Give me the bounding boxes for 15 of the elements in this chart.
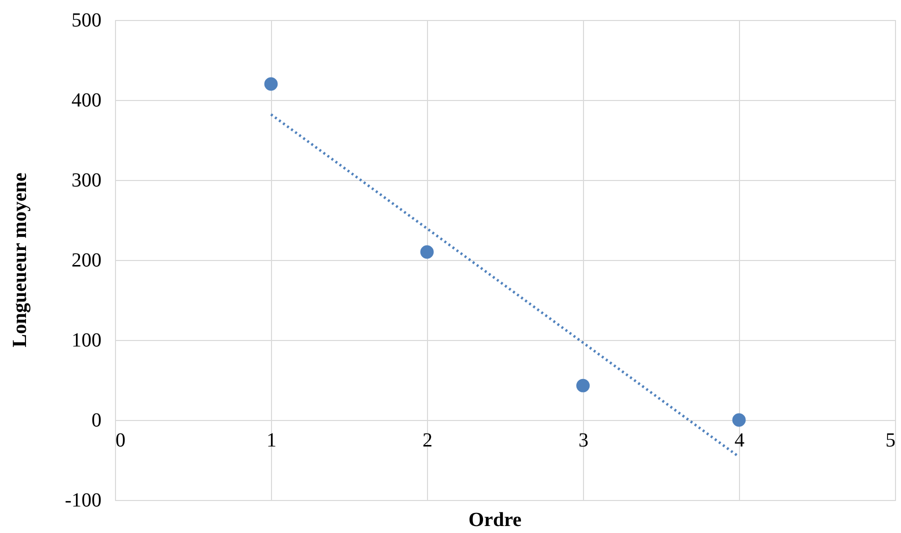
y-tick-label: 200 xyxy=(72,250,102,272)
y-tick-label: 400 xyxy=(72,90,102,112)
x-tick-label: 3 xyxy=(578,430,588,452)
x-axis-title: Ordre xyxy=(468,509,522,531)
x-tick-label: 4 xyxy=(734,430,744,452)
y-tick-label: -100 xyxy=(64,490,102,512)
y-tick-label: 300 xyxy=(72,170,102,192)
y-axis-title: Longueueur moyene xyxy=(9,172,31,348)
y-tick-label: 500 xyxy=(72,10,102,32)
x-tick-label: 2 xyxy=(422,430,432,452)
x-tick-label: 5 xyxy=(886,430,896,452)
x-tick-label: 0 xyxy=(116,430,126,452)
y-tick-label: 0 xyxy=(92,410,102,432)
x-tick-label: 1 xyxy=(266,430,276,452)
y-tick-label: 100 xyxy=(72,330,102,352)
